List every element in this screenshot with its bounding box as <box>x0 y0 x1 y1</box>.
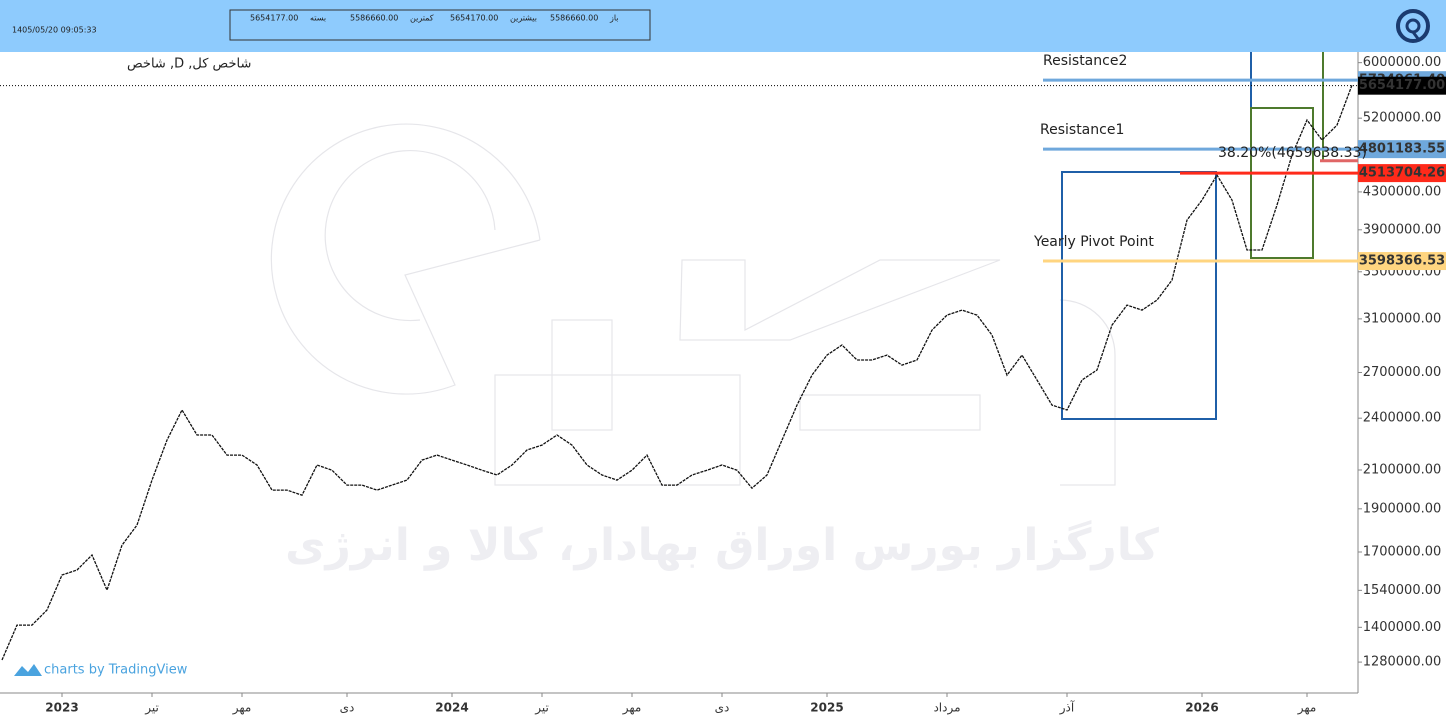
x-tick-label: آذر <box>1059 700 1075 716</box>
x-tick-label: دی <box>715 701 730 715</box>
level-name: 38.20%(4659638.33) <box>1218 145 1367 161</box>
level-price-box <box>1358 76 1446 95</box>
level-name: Resistance2 <box>1043 53 1127 69</box>
y-tick-label: 4300000.00 <box>1363 184 1442 199</box>
level-name: Resistance1 <box>1040 122 1124 138</box>
ohlc-value: 5654170.00 <box>450 14 498 23</box>
credit: charts by TradingView <box>14 663 188 678</box>
x-tick-label: 2024 <box>435 701 468 715</box>
drawings <box>1061 52 1324 420</box>
ohlc-label: کمترین <box>410 14 434 23</box>
ohlc-box <box>229 9 651 41</box>
watermark: کارگزار بورس اوراق بهادار، کالا و انرژی <box>285 519 1159 571</box>
ohlc-value: 5654177.00 <box>250 14 298 23</box>
datetime: 1405/05/20 09:05:33 <box>12 26 97 35</box>
ohlc-label: بسته <box>310 14 326 23</box>
credit-text: charts by TradingView <box>44 663 188 678</box>
y-tick-label: 2400000.00 <box>1363 411 1442 426</box>
y-tick-label: 2700000.00 <box>1363 365 1442 380</box>
top-bar <box>0 0 1446 52</box>
ohlc-label: باز <box>609 14 619 23</box>
level-price-box <box>1358 140 1446 159</box>
y-tick-label: 1280000.00 <box>1363 655 1442 670</box>
x-tick-label: مرداد <box>933 701 960 716</box>
x-tick-label: دی <box>340 701 355 715</box>
x-tick-label: 2026 <box>1185 701 1218 715</box>
y-tick-label: 1700000.00 <box>1363 544 1442 559</box>
y-tick-label: 2100000.00 <box>1363 462 1442 477</box>
level-price-label: 4513704.26 <box>1359 166 1445 181</box>
x-tick-label: 2025 <box>810 701 843 715</box>
y-tick-label: 1400000.00 <box>1363 620 1442 635</box>
y-tick-label: 6000000.00 <box>1363 55 1442 70</box>
y-tick-label: 1900000.00 <box>1363 501 1442 516</box>
x-tick-label: مهر <box>1297 701 1317 716</box>
y-tick-label: 3900000.00 <box>1363 222 1442 237</box>
ohlc-label: بیشترین <box>510 14 537 23</box>
level-price-box <box>1358 164 1446 183</box>
x-tick-label: مهر <box>232 701 252 716</box>
level-price-label: 4801183.55 <box>1359 142 1445 157</box>
ohlc-value: 5586660.00 <box>350 14 398 23</box>
level-name: Yearly Pivot Point <box>1033 234 1154 250</box>
price-line <box>1 84 1353 661</box>
logo <box>1396 9 1430 43</box>
y-tick-label: 3100000.00 <box>1363 311 1442 326</box>
x-tick-label: تیر <box>534 701 549 716</box>
y-tick-label: 5200000.00 <box>1363 111 1442 126</box>
x-tick-label: مهر <box>622 701 642 716</box>
y-tick-label: 1540000.00 <box>1363 583 1442 598</box>
level-price-label: 5654177.00 <box>1359 78 1445 93</box>
level-price-label: 3598366.53 <box>1359 254 1445 269</box>
watermark-logo <box>270 123 1116 486</box>
symbol: شاخص کل, D, شاخص <box>127 57 251 72</box>
x-tick-label: تیر <box>144 701 159 716</box>
ohlc-value: 5586660.00 <box>550 14 598 23</box>
level-price-box <box>1358 252 1446 271</box>
x-tick-label: 2023 <box>45 701 78 715</box>
